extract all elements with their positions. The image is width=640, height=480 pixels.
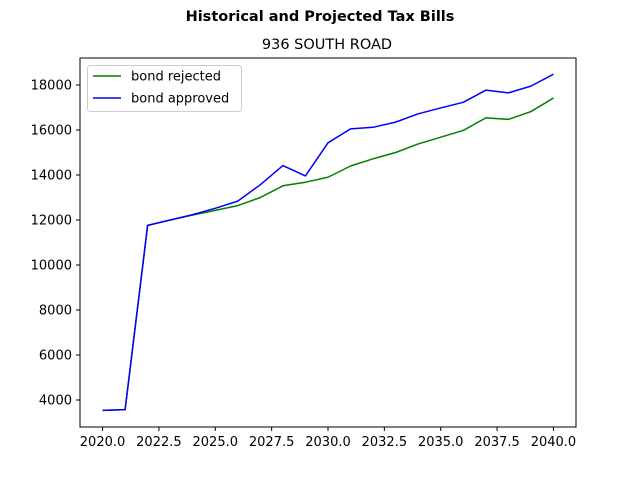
x-tick-label: 2027.5: [249, 435, 295, 450]
y-tick-label: 6000: [39, 349, 72, 364]
x-tick-label: 2020.0: [80, 435, 126, 450]
y-tick-label: 4000: [39, 394, 72, 409]
legend-box: [87, 65, 242, 112]
y-tick-label: 16000: [31, 124, 72, 139]
y-axis: 4000 6000 8000 10000 12000 14000 16000 18000: [31, 79, 80, 409]
x-tick-label: 2040.0: [531, 435, 577, 450]
y-tick-label: 12000: [31, 214, 72, 229]
x-axis: 2020.0 2022.5 2025.0 2027.5 2030.0 2032.5 2035…: [80, 427, 576, 450]
chart-suptitle: Historical and Projected Tax Bills: [186, 9, 455, 25]
series-line-bond-rejected: [102, 97, 554, 412]
legend-label-bond-approved: bond approved: [131, 92, 229, 107]
y-tick-label: 14000: [31, 169, 72, 184]
x-tick-label: 2022.5: [136, 435, 182, 450]
axes-frame: [79, 57, 577, 428]
plot-area: [102, 73, 554, 412]
chart-title: 936 SOUTH ROAD: [262, 37, 392, 53]
x-tick-label: 2035.0: [418, 435, 464, 450]
series-line-bond-approved: [102, 73, 554, 412]
x-tick-label: 2032.5: [362, 435, 408, 450]
legend-label-bond-rejected: bond rejected: [131, 70, 221, 85]
x-tick-label: 2030.0: [305, 435, 351, 450]
y-tick-label: 10000: [31, 259, 72, 274]
x-tick-label: 2037.5: [474, 435, 520, 450]
legend: bond rejected bond approved: [87, 65, 242, 112]
x-tick-label: 2025.0: [193, 435, 239, 450]
y-tick-label: 18000: [31, 79, 72, 94]
y-tick-label: 8000: [39, 304, 72, 319]
